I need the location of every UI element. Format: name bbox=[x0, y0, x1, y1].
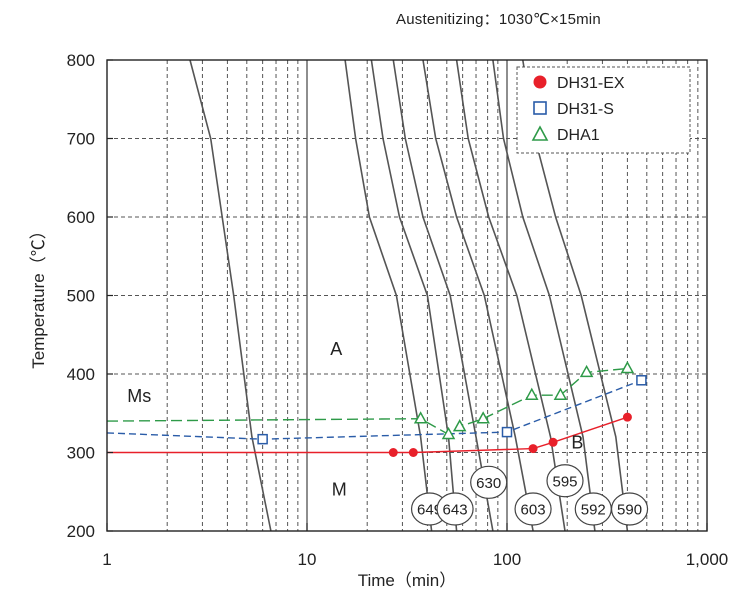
legend-marker-dh31-s bbox=[533, 101, 547, 115]
cooling-curve-1 bbox=[189, 59, 272, 532]
hardness-bubble bbox=[470, 465, 508, 499]
x-tick-label: 1,000 bbox=[686, 550, 729, 569]
legend-marker-dha1 bbox=[531, 125, 549, 141]
legend: DH31-EX DH31-S DHA1 bbox=[516, 66, 691, 154]
x-tick-label: 10 bbox=[298, 550, 317, 569]
hardness-value: 630 bbox=[476, 475, 501, 492]
hardness-value: 643 bbox=[443, 502, 468, 519]
point-dh31-s bbox=[257, 433, 268, 445]
y-axis-label: Temperature（℃） bbox=[29, 222, 48, 368]
data-series bbox=[106, 360, 647, 457]
hardness-bubble bbox=[610, 492, 649, 526]
point-dh31-s bbox=[501, 426, 513, 438]
point-dh31-ex bbox=[388, 448, 398, 457]
region-label-a: A bbox=[330, 339, 342, 359]
hardness-value: 603 bbox=[521, 502, 546, 519]
hardness-bubble bbox=[546, 464, 584, 498]
point-dh31-s bbox=[636, 375, 647, 386]
point-dha1 bbox=[413, 411, 428, 424]
axes: 1 10 100 1,000 800 700 600 500 400 300 200 Time（min… bbox=[29, 51, 728, 590]
x-tick-label: 1 bbox=[102, 550, 111, 569]
point-dh31-ex bbox=[548, 437, 558, 447]
point-dha1 bbox=[579, 364, 594, 378]
region-labels: A Ms M B bbox=[127, 339, 583, 500]
y-tick-label: 200 bbox=[67, 522, 95, 541]
hardness-bubble bbox=[514, 492, 552, 526]
point-dh31-ex bbox=[408, 448, 418, 457]
chart-subtitle: Austenitizing：1030℃×15min bbox=[396, 11, 601, 28]
region-label-m: M bbox=[332, 479, 347, 499]
point-dha1 bbox=[620, 360, 635, 374]
y-tick-label: 600 bbox=[67, 208, 95, 227]
x-axis-label: Time（min） bbox=[358, 571, 457, 590]
cooling-curve-5 bbox=[422, 59, 534, 532]
legend-marker-dh31-ex bbox=[533, 75, 547, 89]
cooling-curve-6 bbox=[455, 59, 566, 532]
region-label-ms: Ms bbox=[127, 386, 151, 406]
point-dha1 bbox=[452, 419, 467, 432]
cooling-curve-4 bbox=[392, 59, 494, 532]
hardness-value: 595 bbox=[552, 473, 577, 490]
point-dh31-ex bbox=[528, 444, 538, 454]
point-dha1 bbox=[441, 426, 456, 440]
y-tick-label: 700 bbox=[67, 130, 95, 149]
series-line-dh31-s bbox=[106, 379, 642, 440]
y-tick-label: 300 bbox=[67, 444, 95, 463]
point-dha1 bbox=[476, 411, 490, 424]
cooling-curve-3 bbox=[370, 59, 458, 532]
hardness-bubble bbox=[436, 492, 474, 526]
legend-label-dha1: DHA1 bbox=[557, 127, 600, 144]
series-line-dh31-ex bbox=[107, 416, 628, 454]
point-dh31-ex bbox=[622, 412, 632, 422]
hardness-value: 590 bbox=[617, 502, 642, 519]
point-dha1 bbox=[553, 387, 568, 400]
legend-label-dh31-ex: DH31-EX bbox=[557, 75, 625, 92]
x-tick-label: 100 bbox=[493, 550, 521, 569]
y-tick-label: 500 bbox=[67, 287, 95, 306]
hardness-value: 649 bbox=[417, 502, 442, 519]
region-label-b: B bbox=[571, 432, 583, 452]
cooling-curve-7 bbox=[492, 59, 596, 532]
y-tick-label: 800 bbox=[67, 51, 95, 70]
y-tick-label: 400 bbox=[67, 365, 95, 384]
point-dha1 bbox=[525, 387, 539, 400]
legend-label-dh31-s: DH31-S bbox=[557, 101, 614, 118]
hardness-value: 592 bbox=[581, 502, 606, 519]
